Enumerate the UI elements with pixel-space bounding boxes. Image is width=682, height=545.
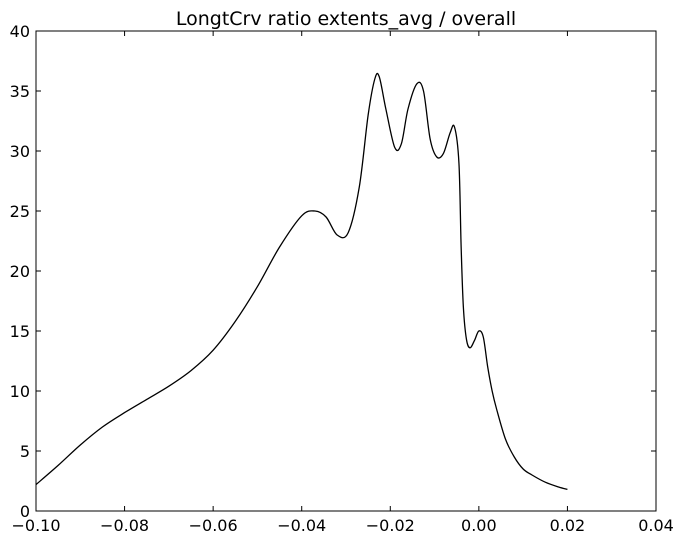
series-line-1 bbox=[35, 72, 568, 491]
plot-frame bbox=[35, 30, 657, 512]
y-tick-label: 20 bbox=[10, 262, 30, 281]
x-tick-label: 0.04 bbox=[638, 516, 674, 535]
y-tick-label: 10 bbox=[10, 382, 30, 401]
y-tick-label: 35 bbox=[10, 82, 30, 101]
chart-title: LongtCrv ratio extents_avg / overall bbox=[176, 8, 516, 30]
x-tick-label: 0.02 bbox=[550, 516, 586, 535]
x-tick-label: −0.06 bbox=[189, 516, 238, 535]
data-layer bbox=[35, 72, 568, 491]
y-tick-label: 25 bbox=[10, 202, 30, 221]
ticks-layer: −0.10 −0.08 −0.06 −0.04 −0.02 0.00 0.02 0.04 0 5 1… bbox=[10, 22, 674, 535]
x-tick-label: 0.00 bbox=[461, 516, 497, 535]
x-tick-label: −0.08 bbox=[100, 516, 149, 535]
x-tick-label: −0.02 bbox=[366, 516, 415, 535]
x-tick-label: −0.10 bbox=[11, 516, 60, 535]
x-tick-label: −0.04 bbox=[277, 516, 326, 535]
y-tick-label: 15 bbox=[10, 322, 30, 341]
y-tick-label: 30 bbox=[10, 142, 30, 161]
y-tick-label: 5 bbox=[20, 442, 30, 461]
y-tick-label: 0 bbox=[20, 502, 30, 521]
y-tick-label: 40 bbox=[10, 22, 30, 41]
